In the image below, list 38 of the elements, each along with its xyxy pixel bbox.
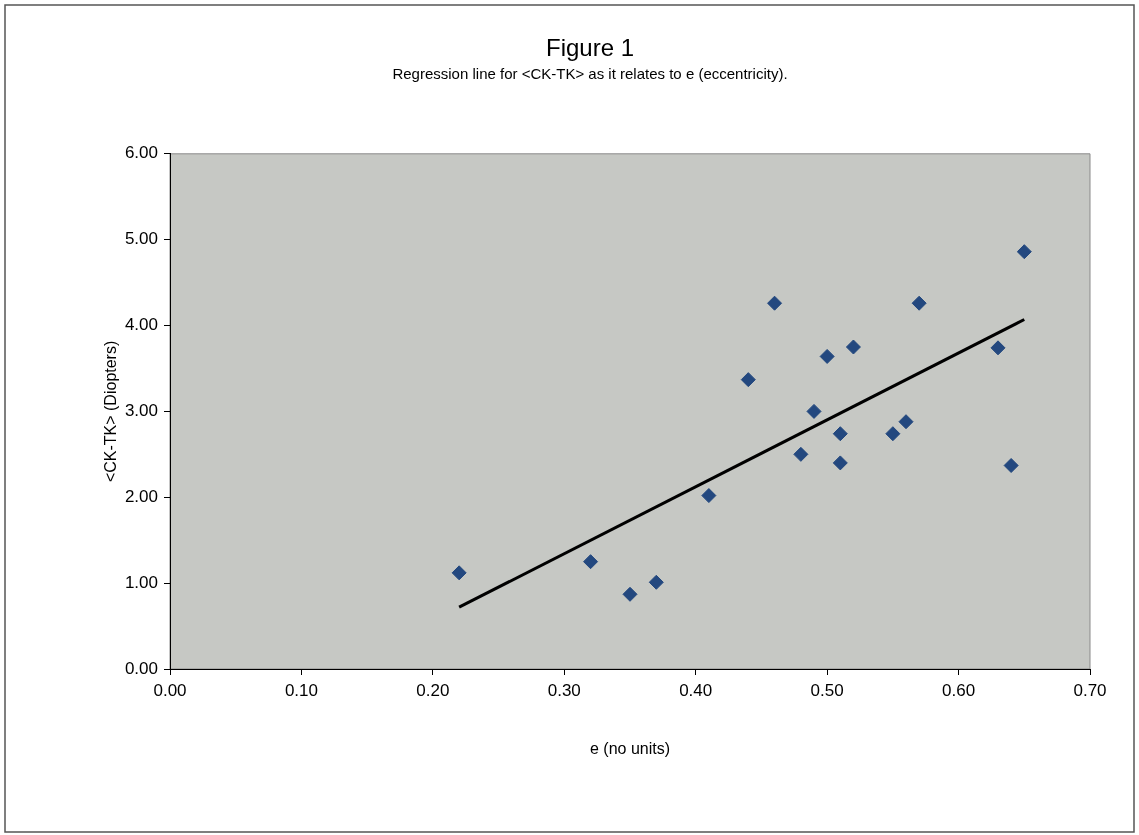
x-tick-label: 0.20: [416, 680, 450, 700]
point: [832, 455, 848, 471]
y-tick-label: 4.00: [124, 315, 158, 335]
x-tick-label: 0.70: [1073, 680, 1107, 700]
y-tick-label: 3.00: [124, 401, 158, 421]
y-tick-label: 0.00: [124, 658, 158, 678]
y-axis-title: <CK-TK> (Diopters): [102, 340, 120, 483]
x-tick-label: 0.00: [153, 680, 187, 700]
point: [701, 488, 717, 504]
point: [793, 446, 809, 462]
x-tick-label: 0.10: [284, 680, 318, 700]
point: [1016, 244, 1032, 260]
point: [990, 340, 1006, 356]
point: [845, 339, 861, 355]
point: [767, 295, 783, 311]
y-tick-label: 6.00: [124, 143, 158, 163]
x-tick-label: 0.30: [547, 680, 581, 700]
x-axis-title: e (no units): [589, 739, 671, 757]
chart-title: Figure 1: [545, 34, 635, 62]
point: [806, 403, 822, 419]
point: [451, 565, 467, 581]
x-tick-label: 0.40: [679, 680, 713, 700]
y-tick-label: 1.00: [124, 572, 158, 592]
y-tick-label: 5.00: [124, 229, 158, 249]
point: [911, 295, 927, 311]
point: [885, 426, 901, 442]
chart-subtitle: Regression line for <CK-TK> as it relates to e (eccentricity).: [392, 64, 788, 82]
point: [622, 586, 638, 602]
point: [832, 426, 848, 442]
point: [583, 554, 599, 570]
point: [1003, 458, 1019, 473]
point: [648, 574, 664, 590]
point: [819, 348, 835, 364]
x-tick-label: 0.60: [942, 680, 976, 700]
x-tick-label: 0.50: [810, 680, 844, 700]
point: [740, 372, 756, 388]
y-tick-label: 2.00: [124, 486, 158, 506]
point: [898, 414, 914, 430]
